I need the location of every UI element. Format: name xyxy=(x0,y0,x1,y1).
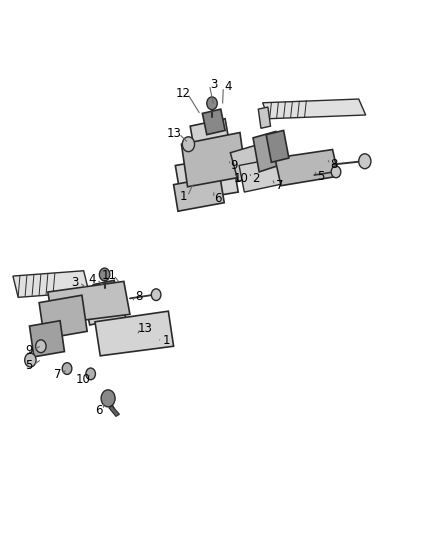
Text: 11: 11 xyxy=(102,269,117,281)
Circle shape xyxy=(151,289,161,301)
Circle shape xyxy=(182,137,194,152)
Polygon shape xyxy=(84,289,126,325)
Polygon shape xyxy=(181,133,246,187)
Polygon shape xyxy=(275,150,339,185)
Text: 12: 12 xyxy=(176,87,191,100)
Polygon shape xyxy=(202,109,225,135)
Text: 4: 4 xyxy=(224,80,231,93)
Circle shape xyxy=(99,268,110,281)
Text: 2: 2 xyxy=(252,172,259,185)
Text: 7: 7 xyxy=(276,179,283,192)
Text: 5: 5 xyxy=(25,359,32,372)
Polygon shape xyxy=(266,131,289,163)
Text: 10: 10 xyxy=(75,373,90,386)
Text: 6: 6 xyxy=(214,192,222,205)
Circle shape xyxy=(207,97,217,110)
Text: 5: 5 xyxy=(318,169,325,183)
Polygon shape xyxy=(190,119,230,156)
Text: 13: 13 xyxy=(167,127,182,140)
Text: 7: 7 xyxy=(54,368,61,382)
Text: 9: 9 xyxy=(25,344,32,357)
Polygon shape xyxy=(230,143,271,181)
Polygon shape xyxy=(258,107,271,128)
Polygon shape xyxy=(239,156,294,192)
Circle shape xyxy=(35,340,46,353)
Circle shape xyxy=(101,390,115,407)
Polygon shape xyxy=(48,281,130,324)
Text: 3: 3 xyxy=(210,78,217,91)
Text: 13: 13 xyxy=(138,322,152,335)
Polygon shape xyxy=(95,311,173,356)
Text: 1: 1 xyxy=(163,334,170,348)
Polygon shape xyxy=(109,406,120,416)
Text: 1: 1 xyxy=(180,190,187,203)
Text: 9: 9 xyxy=(230,159,237,172)
Text: 4: 4 xyxy=(88,273,96,286)
Circle shape xyxy=(331,166,341,177)
Circle shape xyxy=(25,353,36,367)
Polygon shape xyxy=(13,271,89,297)
Text: 6: 6 xyxy=(95,403,102,416)
Circle shape xyxy=(62,363,72,374)
Polygon shape xyxy=(29,321,64,357)
Circle shape xyxy=(86,368,95,379)
Circle shape xyxy=(359,154,371,168)
Polygon shape xyxy=(39,295,87,339)
Text: 8: 8 xyxy=(331,158,338,171)
Polygon shape xyxy=(173,176,224,211)
Polygon shape xyxy=(253,132,282,172)
Polygon shape xyxy=(175,156,238,201)
Polygon shape xyxy=(93,280,119,304)
Text: 10: 10 xyxy=(233,172,248,185)
Text: 3: 3 xyxy=(71,276,78,289)
Polygon shape xyxy=(263,99,366,119)
Text: 8: 8 xyxy=(135,290,142,303)
